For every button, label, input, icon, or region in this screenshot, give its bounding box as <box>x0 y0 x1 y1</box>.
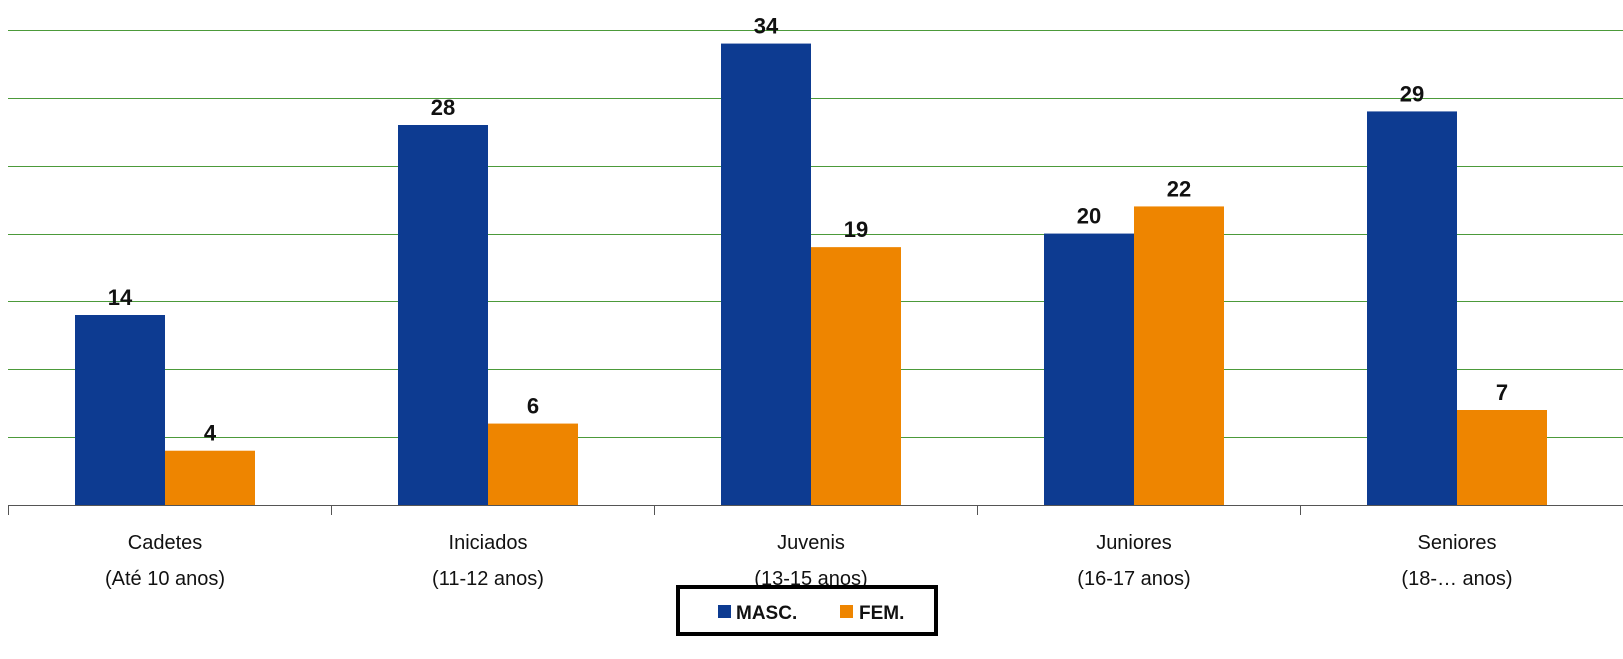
category-label: Iniciados <box>449 532 528 554</box>
bar-masc-3 <box>1044 233 1134 506</box>
bar-masc-1 <box>398 125 488 505</box>
legend: MASC. FEM. <box>676 585 938 636</box>
bar-fem-1 <box>488 423 578 505</box>
category-sublabel: (16-17 anos) <box>1077 568 1190 590</box>
category-label: Juvenis <box>777 532 845 554</box>
bar-fem-2 <box>811 247 901 505</box>
legend-swatch-masc <box>718 605 731 618</box>
data-label: 19 <box>844 217 868 242</box>
x-axis <box>8 505 1623 515</box>
data-label: 6 <box>527 394 539 419</box>
value-labels: 14 4 28 6 34 19 20 22 29 7 <box>108 14 1508 446</box>
legend-label-masc: MASC. <box>736 603 797 624</box>
bar-masc-2 <box>721 43 811 505</box>
data-label: 22 <box>1167 176 1191 201</box>
category-label: Seniores <box>1418 532 1497 554</box>
data-label: 28 <box>431 95 455 120</box>
data-label: 29 <box>1400 81 1424 106</box>
category-label: Cadetes <box>128 532 203 554</box>
data-label: 20 <box>1077 204 1101 229</box>
data-label: 4 <box>204 421 217 446</box>
bar-masc-0 <box>75 315 165 505</box>
data-label: 34 <box>754 14 779 39</box>
data-label: 7 <box>1496 380 1508 405</box>
category-sublabel: (18-… anos) <box>1401 568 1512 590</box>
bar-fem-0 <box>165 450 255 505</box>
category-sublabel: (13-15 anos) <box>754 568 867 590</box>
bar-fem-4 <box>1457 410 1547 505</box>
data-label: 14 <box>108 285 133 310</box>
bar-masc-4 <box>1367 111 1457 505</box>
category-label: Juniores <box>1096 532 1172 554</box>
category-labels: Cadetes (Até 10 anos) Iniciados (11-12 anos… <box>105 532 1513 590</box>
legend-label-fem: FEM. <box>859 603 904 624</box>
category-sublabel: (Até 10 anos) <box>105 568 225 590</box>
bars <box>75 43 1547 506</box>
bar-fem-3 <box>1134 206 1224 505</box>
legend-swatch-fem <box>840 605 853 618</box>
category-sublabel: (11-12 anos) <box>432 568 544 590</box>
